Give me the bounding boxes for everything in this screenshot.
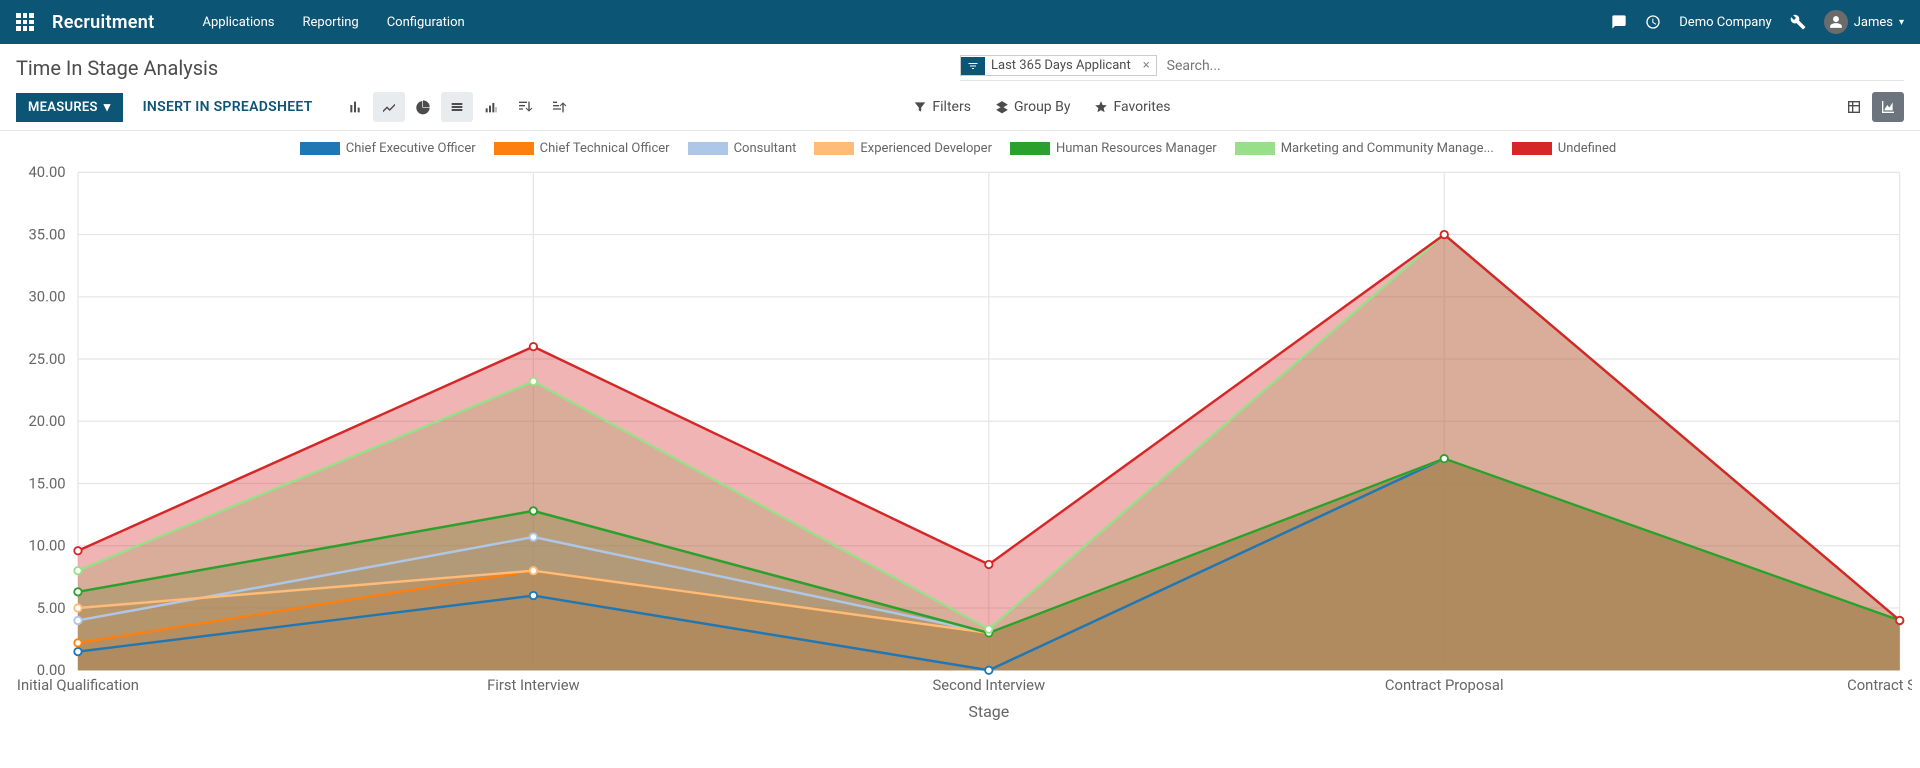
chat-icon[interactable] bbox=[1611, 14, 1627, 30]
nav-links: Applications Reporting Configuration bbox=[202, 15, 464, 30]
pivot-view-icon[interactable] bbox=[1838, 92, 1870, 122]
svg-text:35.00: 35.00 bbox=[28, 225, 65, 243]
legend-swatch bbox=[814, 142, 854, 155]
svg-text:10.00: 10.00 bbox=[28, 537, 65, 555]
chart-wrap: 0.005.0010.0015.0020.0025.0030.0035.0040… bbox=[4, 160, 1912, 733]
svg-text:25.00: 25.00 bbox=[28, 350, 65, 368]
page-title: Time In Stage Analysis bbox=[16, 56, 218, 80]
legend-item[interactable]: Undefined bbox=[1512, 141, 1616, 156]
view-switch bbox=[1838, 92, 1904, 122]
svg-text:Contract Signed: Contract Signed bbox=[1847, 676, 1912, 694]
nav-link-configuration[interactable]: Configuration bbox=[387, 15, 465, 30]
legend-swatch bbox=[1010, 142, 1050, 155]
svg-text:Initial Qualification: Initial Qualification bbox=[17, 676, 139, 694]
search-icon[interactable] bbox=[1888, 58, 1904, 74]
navbar: Recruitment Applications Reporting Confi… bbox=[0, 0, 1920, 44]
user-menu[interactable]: James ▾ bbox=[1824, 10, 1904, 34]
line-chart-icon[interactable] bbox=[373, 92, 405, 122]
legend-label: Consultant bbox=[734, 141, 797, 156]
caret-down-icon: ▾ bbox=[104, 100, 111, 115]
legend-item[interactable]: Human Resources Manager bbox=[1010, 141, 1217, 156]
company-name[interactable]: Demo Company bbox=[1679, 15, 1771, 30]
legend-swatch bbox=[1512, 142, 1552, 155]
brand[interactable]: Recruitment bbox=[52, 12, 154, 33]
legend-item[interactable]: Chief Executive Officer bbox=[300, 141, 476, 156]
filters-label: Filters bbox=[932, 99, 971, 115]
search-input[interactable] bbox=[1163, 56, 1880, 76]
svg-text:20.00: 20.00 bbox=[28, 412, 65, 430]
legend-swatch bbox=[1235, 142, 1275, 155]
legend-swatch bbox=[688, 142, 728, 155]
search-area: Last 365 Days Applicant × bbox=[960, 55, 1904, 81]
toolbar: MEASURES ▾ INSERT IN SPREADSHEET Filters bbox=[0, 84, 1920, 131]
legend-label: Chief Executive Officer bbox=[346, 141, 476, 156]
legend-label: Experienced Developer bbox=[860, 141, 992, 156]
filter-chip: Last 365 Days Applicant × bbox=[960, 55, 1157, 76]
sort-asc-icon[interactable] bbox=[543, 92, 575, 122]
svg-text:Stage: Stage bbox=[968, 702, 1009, 721]
caret-down-icon: ▾ bbox=[1899, 17, 1904, 28]
svg-text:40.00: 40.00 bbox=[28, 163, 65, 181]
measures-button[interactable]: MEASURES ▾ bbox=[16, 93, 123, 122]
nav-link-reporting[interactable]: Reporting bbox=[302, 15, 358, 30]
groupby-label: Group By bbox=[1014, 99, 1071, 115]
legend-label: Human Resources Manager bbox=[1056, 141, 1217, 156]
insert-spreadsheet-link[interactable]: INSERT IN SPREADSHEET bbox=[143, 99, 313, 115]
chart-legend: Chief Executive Officer Chief Technical O… bbox=[4, 141, 1912, 156]
navbar-left: Recruitment Applications Reporting Confi… bbox=[16, 12, 465, 33]
legend-label: Chief Technical Officer bbox=[540, 141, 670, 156]
svg-text:Contract Proposal: Contract Proposal bbox=[1385, 676, 1504, 694]
navbar-right: Demo Company James ▾ bbox=[1611, 10, 1904, 34]
measures-label: MEASURES bbox=[28, 100, 98, 115]
pie-chart-icon[interactable] bbox=[407, 92, 439, 122]
filter-chip-close[interactable]: × bbox=[1137, 58, 1156, 73]
sort-desc-icon[interactable] bbox=[509, 92, 541, 122]
apps-icon[interactable] bbox=[16, 13, 34, 31]
bar-chart-icon[interactable] bbox=[339, 92, 371, 122]
svg-text:First Interview: First Interview bbox=[487, 676, 580, 694]
filter-chip-label: Last 365 Days Applicant bbox=[985, 56, 1137, 75]
legend-label: Undefined bbox=[1558, 141, 1616, 156]
avatar bbox=[1824, 10, 1848, 34]
legend-item[interactable]: Marketing and Community Manage... bbox=[1235, 141, 1494, 156]
svg-text:Second Interview: Second Interview bbox=[932, 676, 1045, 694]
legend-item[interactable]: Experienced Developer bbox=[814, 141, 992, 156]
control-panel: Time In Stage Analysis Last 365 Days App… bbox=[0, 44, 1920, 84]
wrench-icon[interactable] bbox=[1790, 14, 1806, 30]
favorites-button[interactable]: Favorites bbox=[1094, 99, 1170, 115]
legend-item[interactable]: Chief Technical Officer bbox=[494, 141, 670, 156]
svg-text:30.00: 30.00 bbox=[28, 288, 65, 306]
filter-icon bbox=[961, 57, 985, 75]
search-options: Filters Group By Favorites bbox=[913, 99, 1170, 115]
legend-label: Marketing and Community Manage... bbox=[1281, 141, 1494, 156]
chart-container: Chief Executive Officer Chief Technical O… bbox=[0, 131, 1920, 737]
legend-swatch bbox=[494, 142, 534, 155]
legend-item[interactable]: Consultant bbox=[688, 141, 797, 156]
clock-icon[interactable] bbox=[1645, 14, 1661, 30]
line-chart: 0.005.0010.0015.0020.0025.0030.0035.0040… bbox=[4, 160, 1912, 733]
legend-swatch bbox=[300, 142, 340, 155]
bar-alt-icon[interactable] bbox=[475, 92, 507, 122]
favorites-label: Favorites bbox=[1113, 99, 1170, 115]
graph-view-icon[interactable] bbox=[1872, 92, 1904, 122]
user-name: James bbox=[1854, 15, 1893, 30]
nav-link-applications[interactable]: Applications bbox=[202, 15, 274, 30]
chart-type-group bbox=[339, 92, 575, 122]
svg-text:15.00: 15.00 bbox=[28, 474, 65, 492]
svg-text:5.00: 5.00 bbox=[37, 599, 66, 617]
groupby-button[interactable]: Group By bbox=[995, 99, 1071, 115]
filters-button[interactable]: Filters bbox=[913, 99, 971, 115]
stacked-icon[interactable] bbox=[441, 92, 473, 122]
